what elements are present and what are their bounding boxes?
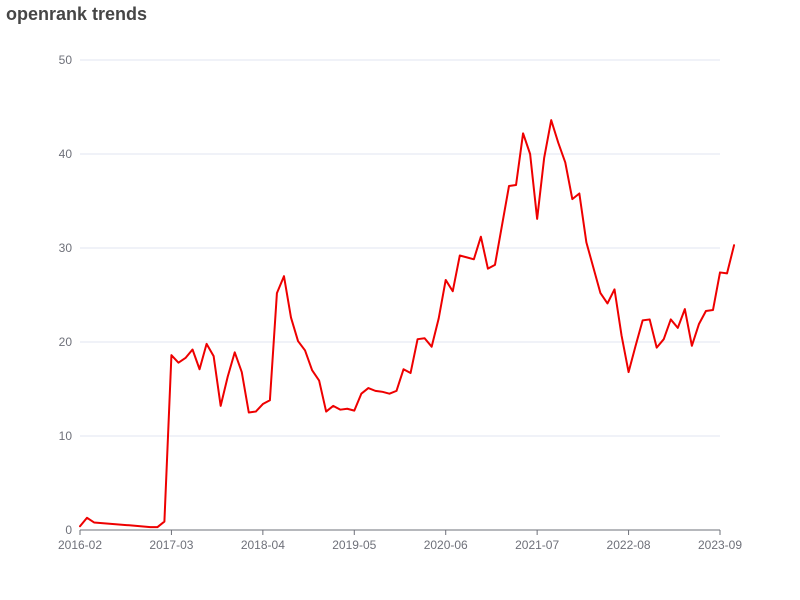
y-tick-label: 40 bbox=[59, 147, 73, 161]
y-tick-label: 20 bbox=[59, 335, 73, 349]
x-tick-label: 2021-07 bbox=[515, 538, 559, 552]
y-tick-label: 30 bbox=[59, 241, 73, 255]
y-tick-label: 50 bbox=[59, 53, 73, 67]
x-tick-label: 2023-09 bbox=[698, 538, 742, 552]
x-tick-label: 2020-06 bbox=[424, 538, 468, 552]
x-tick-label: 2018-04 bbox=[241, 538, 285, 552]
y-tick-label: 0 bbox=[65, 523, 72, 537]
x-tick-label: 2016-02 bbox=[58, 538, 102, 552]
x-tick-label: 2017-03 bbox=[149, 538, 193, 552]
x-tick-label: 2019-05 bbox=[332, 538, 376, 552]
x-tick-label: 2022-08 bbox=[607, 538, 651, 552]
y-tick-label: 10 bbox=[59, 429, 73, 443]
series-line bbox=[79, 119, 736, 529]
chart-title: openrank trends bbox=[6, 4, 148, 24]
